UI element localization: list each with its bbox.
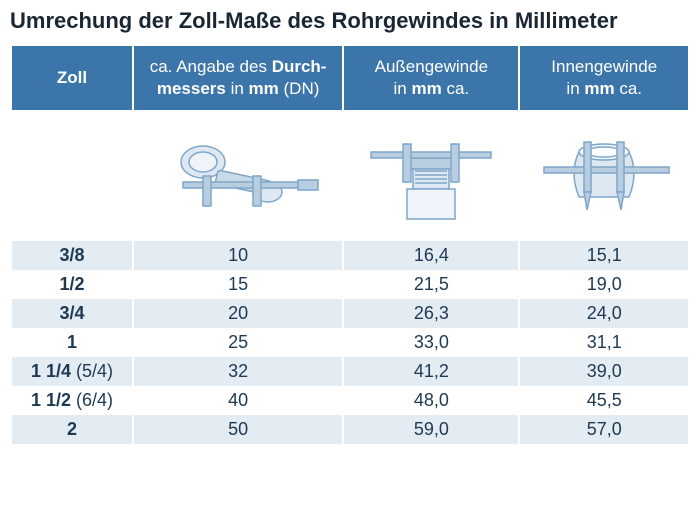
cell-aus: 16,4 [343,241,519,270]
table-row: 1/2 15 21,5 19,0 [11,270,689,299]
table-row: 3/8 10 16,4 15,1 [11,241,689,270]
illustration-cell-empty [11,111,133,241]
cell-aus: 21,5 [343,270,519,299]
header-aussen: Außengewindein mm ca. [343,45,519,111]
cell-zoll: 1 1/2 (6/4) [11,386,133,415]
table-row: 1 25 33,0 31,1 [11,328,689,357]
cell-dn: 25 [133,328,343,357]
cell-innen: 24,0 [519,299,689,328]
illustration-cell-aussen [343,111,519,241]
cell-aus: 33,0 [343,328,519,357]
header-innen: Innengewindein mm ca. [519,45,689,111]
cell-aus: 48,0 [343,386,519,415]
cell-zoll: 1 1/4 (5/4) [11,357,133,386]
cell-innen: 39,0 [519,357,689,386]
cell-dn: 40 [133,386,343,415]
cell-dn: 50 [133,415,343,444]
table-header-row: Zoll ca. Angabe des Durch-messers in mm … [11,45,689,111]
cell-innen: 45,5 [519,386,689,415]
cell-zoll: 1 [11,328,133,357]
caliper-outer-thread-icon [350,118,512,235]
cell-dn: 32 [133,357,343,386]
cell-innen: 57,0 [519,415,689,444]
cell-zoll: 3/8 [11,241,133,270]
cell-dn: 20 [133,299,343,328]
table-row: 2 50 59,0 57,0 [11,415,689,444]
cell-zoll: 2 [11,415,133,444]
header-dn: ca. Angabe des Durch-messers in mm (DN) [133,45,343,111]
cell-aus: 26,3 [343,299,519,328]
cell-dn: 10 [133,241,343,270]
illustration-cell-innen [519,111,689,241]
cell-dn: 15 [133,270,343,299]
cell-aus: 41,2 [343,357,519,386]
cell-innen: 31,1 [519,328,689,357]
cell-zoll: 1/2 [11,270,133,299]
caliper-fitting-icon [140,118,336,235]
cell-aus: 59,0 [343,415,519,444]
cell-zoll: 3/4 [11,299,133,328]
conversion-table: Zoll ca. Angabe des Durch-messers in mm … [10,44,690,444]
illustration-row [11,111,689,241]
table-row: 3/4 20 26,3 24,0 [11,299,689,328]
header-zoll: Zoll [11,45,133,111]
table-row: 1 1/2 (6/4) 40 48,0 45,5 [11,386,689,415]
cell-innen: 15,1 [519,241,689,270]
table-row: 1 1/4 (5/4) 32 41,2 39,0 [11,357,689,386]
cell-innen: 19,0 [519,270,689,299]
illustration-cell-dn [133,111,343,241]
page-title: Umrechung der Zoll-Maße des Rohrgewindes… [10,8,690,34]
caliper-inner-thread-icon [526,118,682,235]
